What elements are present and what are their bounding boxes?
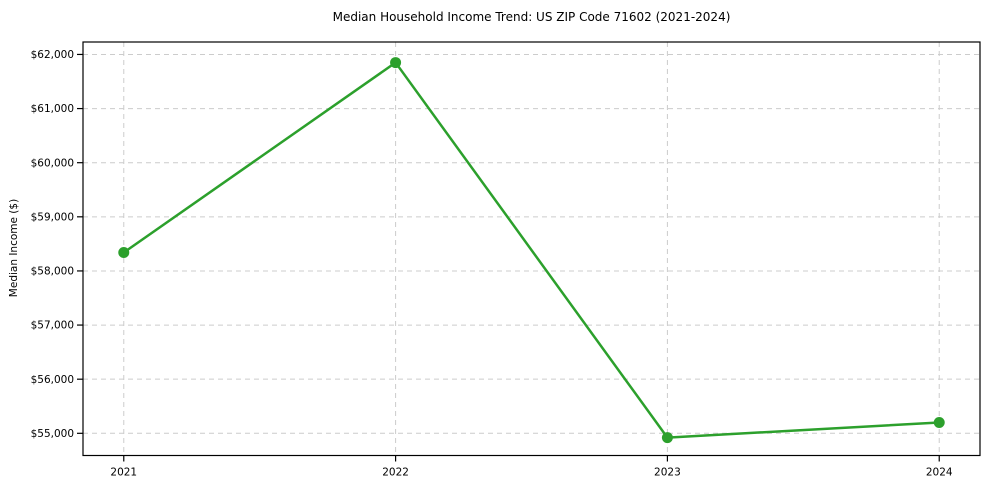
data-point-2021 — [118, 247, 130, 259]
chart-title: Median Household Income Trend: US ZIP Co… — [332, 10, 731, 24]
y-tick-label: $61,000 — [31, 103, 74, 115]
y-tick-label: $57,000 — [31, 320, 74, 332]
y-tick-label: $58,000 — [31, 266, 74, 278]
x-tick-label: 2024 — [926, 467, 953, 479]
data-point-2024 — [933, 416, 945, 428]
y-tick-label: $62,000 — [31, 49, 74, 61]
y-tick-label: $56,000 — [31, 374, 74, 386]
x-tick-label: 2021 — [110, 467, 137, 479]
y-tick-label: $55,000 — [31, 428, 74, 440]
x-tick-label: 2023 — [654, 467, 681, 479]
data-point-2023 — [661, 432, 673, 444]
data-point-2022 — [390, 57, 402, 69]
plot-border — [82, 41, 981, 457]
y-tick-label: $59,000 — [31, 211, 74, 223]
income-trend-line — [122, 61, 941, 439]
y-tick-label: $60,000 — [31, 157, 74, 169]
x-tick-label: 2022 — [382, 467, 409, 479]
